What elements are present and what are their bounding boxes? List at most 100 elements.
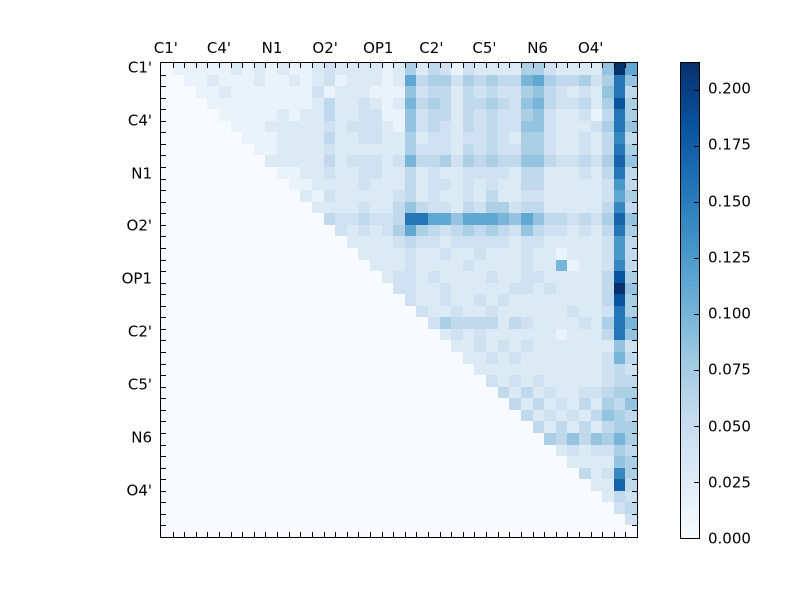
heatmap-cell bbox=[358, 201, 370, 214]
heatmap-cell bbox=[346, 63, 359, 75]
heatmap-cell bbox=[520, 375, 533, 387]
heatmap-cell bbox=[439, 490, 452, 503]
heatmap-cell bbox=[242, 363, 254, 376]
heatmap-cell bbox=[230, 86, 243, 98]
heatmap-cell bbox=[277, 305, 289, 318]
heatmap-cell bbox=[486, 490, 498, 503]
heatmap-cell bbox=[567, 479, 579, 491]
heatmap-cell bbox=[497, 525, 510, 537]
heatmap-cell bbox=[172, 363, 185, 376]
heatmap-cell bbox=[381, 444, 394, 457]
heatmap-cell bbox=[277, 167, 289, 179]
heatmap-cell bbox=[613, 502, 626, 514]
heatmap-cell bbox=[462, 467, 475, 480]
heatmap-cell bbox=[416, 178, 429, 191]
heatmap-cell bbox=[578, 109, 591, 121]
heatmap-cell bbox=[567, 201, 579, 214]
heatmap-cell bbox=[219, 294, 231, 306]
heatmap-cell bbox=[277, 525, 289, 537]
heatmap-cell bbox=[288, 63, 301, 75]
heatmap-cell bbox=[544, 456, 556, 468]
heatmap-cell bbox=[335, 97, 347, 110]
heatmap-cell bbox=[172, 421, 185, 433]
heatmap-cell bbox=[509, 236, 521, 248]
heatmap-cell bbox=[625, 328, 637, 341]
colorbar-tick bbox=[694, 313, 699, 315]
heatmap-cell bbox=[346, 271, 359, 283]
axis-tick bbox=[300, 63, 302, 68]
heatmap-cell bbox=[265, 444, 278, 457]
heatmap-cell bbox=[207, 456, 220, 468]
heatmap-cell bbox=[219, 490, 231, 503]
heatmap-cell bbox=[625, 201, 637, 214]
heatmap-cell bbox=[288, 502, 301, 514]
heatmap-cell bbox=[602, 86, 614, 98]
heatmap-cell bbox=[555, 155, 568, 168]
heatmap-cell bbox=[253, 444, 266, 457]
heatmap-cell bbox=[207, 155, 220, 168]
heatmap-cell bbox=[381, 97, 394, 110]
heatmap-cell bbox=[242, 340, 254, 353]
heatmap-cell bbox=[567, 271, 579, 283]
heatmap-cell bbox=[451, 328, 463, 341]
heatmap-cell bbox=[172, 86, 185, 98]
axis-tick bbox=[346, 532, 348, 537]
heatmap-cell bbox=[555, 467, 568, 480]
heatmap-cell bbox=[172, 467, 185, 480]
axis-tick bbox=[632, 328, 637, 330]
heatmap-cell bbox=[172, 386, 185, 399]
heatmap-cell bbox=[509, 120, 521, 133]
heatmap-cell bbox=[613, 143, 626, 156]
heatmap-cell bbox=[393, 421, 405, 433]
heatmap-cell bbox=[428, 120, 440, 133]
heatmap-cell bbox=[613, 444, 626, 457]
y-axis-label: N1 bbox=[131, 164, 152, 183]
heatmap-cell bbox=[253, 282, 266, 295]
heatmap-cell bbox=[462, 398, 475, 410]
heatmap-cell bbox=[300, 178, 312, 191]
heatmap-cell bbox=[207, 305, 220, 318]
heatmap-cell bbox=[555, 444, 568, 457]
heatmap-cell bbox=[509, 398, 521, 410]
heatmap-cell bbox=[613, 190, 626, 202]
heatmap-cell bbox=[219, 271, 231, 283]
heatmap-cell bbox=[358, 190, 370, 202]
heatmap-cell bbox=[555, 456, 568, 468]
heatmap-cell bbox=[590, 120, 603, 133]
heatmap-cell bbox=[567, 502, 579, 514]
heatmap-cell bbox=[207, 236, 220, 248]
heatmap-cell bbox=[590, 155, 603, 168]
heatmap-cell bbox=[323, 513, 336, 526]
heatmap-cell bbox=[311, 120, 324, 133]
heatmap-cell bbox=[625, 305, 637, 318]
heatmap-cell bbox=[346, 409, 359, 422]
x-axis-label: C2' bbox=[419, 39, 444, 57]
heatmap-cell bbox=[613, 456, 626, 468]
heatmap-cell bbox=[219, 502, 231, 514]
heatmap-cell bbox=[625, 421, 637, 433]
axis-tick bbox=[632, 167, 637, 169]
heatmap-cell bbox=[567, 525, 579, 537]
heatmap-cell bbox=[265, 409, 278, 422]
heatmap-cell bbox=[555, 120, 568, 133]
heatmap-cell bbox=[311, 201, 324, 214]
heatmap-cell bbox=[300, 97, 312, 110]
heatmap-cell bbox=[335, 213, 347, 225]
heatmap-cell bbox=[195, 201, 208, 214]
heatmap-cell bbox=[230, 247, 243, 260]
heatmap-cell bbox=[462, 352, 475, 364]
heatmap-cell bbox=[311, 317, 324, 329]
heatmap-cell bbox=[346, 375, 359, 387]
heatmap-cell bbox=[288, 340, 301, 353]
heatmap-cell bbox=[532, 444, 545, 457]
heatmap-cell bbox=[602, 213, 614, 225]
heatmap-cell bbox=[172, 490, 185, 503]
heatmap-cell bbox=[381, 294, 394, 306]
heatmap-cell bbox=[497, 513, 510, 526]
y-axis-label: C2' bbox=[127, 322, 152, 341]
heatmap-cell bbox=[242, 120, 254, 133]
heatmap-cell bbox=[578, 409, 591, 422]
heatmap-cell bbox=[462, 305, 475, 318]
heatmap-cell bbox=[590, 409, 603, 422]
heatmap-cell bbox=[381, 432, 394, 445]
